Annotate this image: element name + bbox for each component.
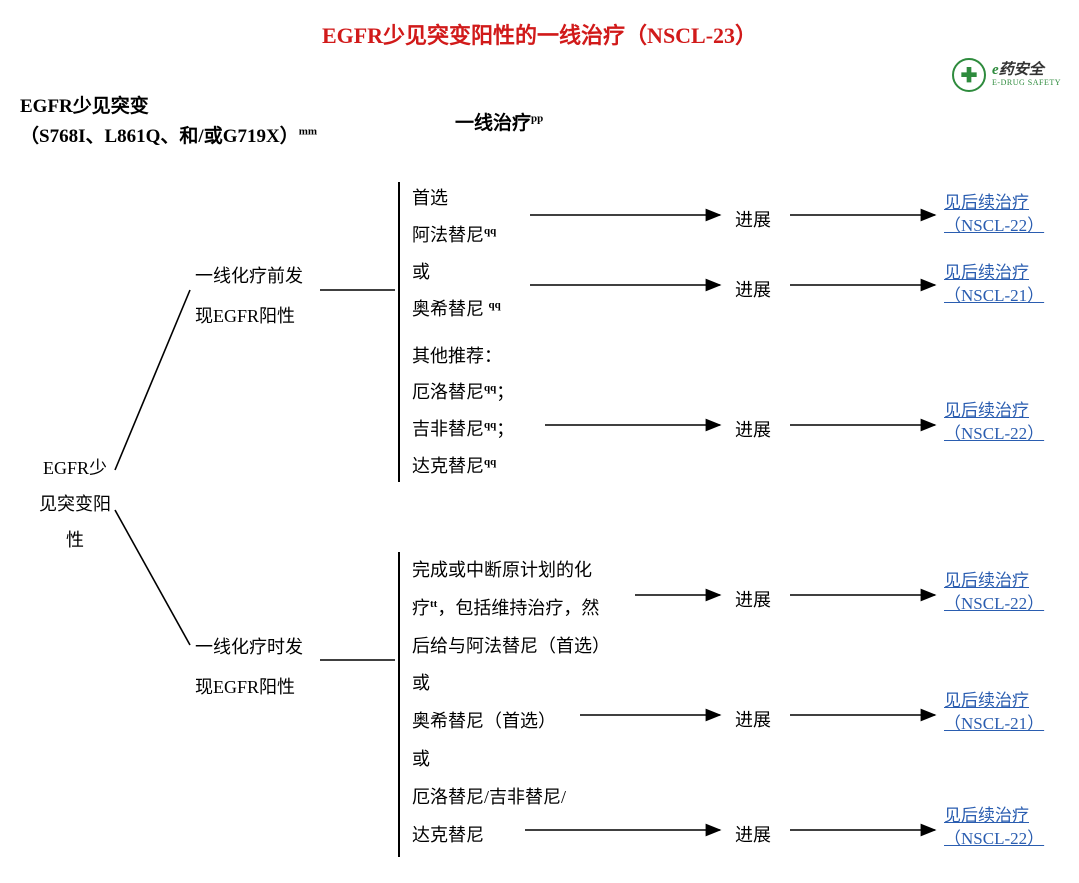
progress-6: 进展: [735, 818, 771, 852]
root-node: EGFR少见突变阳性: [30, 450, 120, 558]
vbar-groupA: [398, 182, 400, 482]
progress-3: 进展: [735, 413, 771, 447]
link-2[interactable]: 见后续治疗（NSCL-21）: [944, 262, 1044, 308]
groupB-block: 完成或中断原计划的化 疗tt，包括维持治疗，然 后给与阿法替尼（首选） 或 奥希…: [412, 552, 610, 854]
logo-text-cn: e药安全: [992, 62, 1061, 79]
logo: ✚ e药安全 E-DRUG SAFETY: [952, 58, 1061, 92]
link-5[interactable]: 见后续治疗（NSCL-21）: [944, 690, 1044, 736]
link-4[interactable]: 见后续治疗（NSCL-22）: [944, 570, 1044, 616]
progress-5: 进展: [735, 703, 771, 737]
page-title: EGFR少见突变阳性的一线治疗（NSCL-23）: [0, 18, 1079, 50]
logo-icon: ✚: [952, 58, 986, 92]
logo-text-en: E-DRUG SAFETY: [992, 79, 1061, 88]
branch-top: 一线化疗前发现EGFR阳性: [195, 257, 303, 336]
branch-bottom: 一线化疗时发现EGFR阳性: [195, 628, 303, 707]
sub-header-right: 一线治疗pp: [455, 108, 543, 135]
groupA-block: 首选 阿法替尼qq 或 奥希替尼 qq 其他推荐： 厄洛替尼qq； 吉非替尼qq…: [412, 180, 514, 485]
sub-header-left: EGFR少见突变 （S768I、L861Q、和/或G719X）mm: [20, 92, 317, 153]
progress-2: 进展: [735, 273, 771, 307]
vbar-groupB: [398, 552, 400, 857]
progress-1: 进展: [735, 203, 771, 237]
link-3[interactable]: 见后续治疗（NSCL-22）: [944, 400, 1044, 446]
progress-4: 进展: [735, 583, 771, 617]
link-1[interactable]: 见后续治疗（NSCL-22）: [944, 192, 1044, 238]
link-6[interactable]: 见后续治疗（NSCL-22）: [944, 805, 1044, 851]
